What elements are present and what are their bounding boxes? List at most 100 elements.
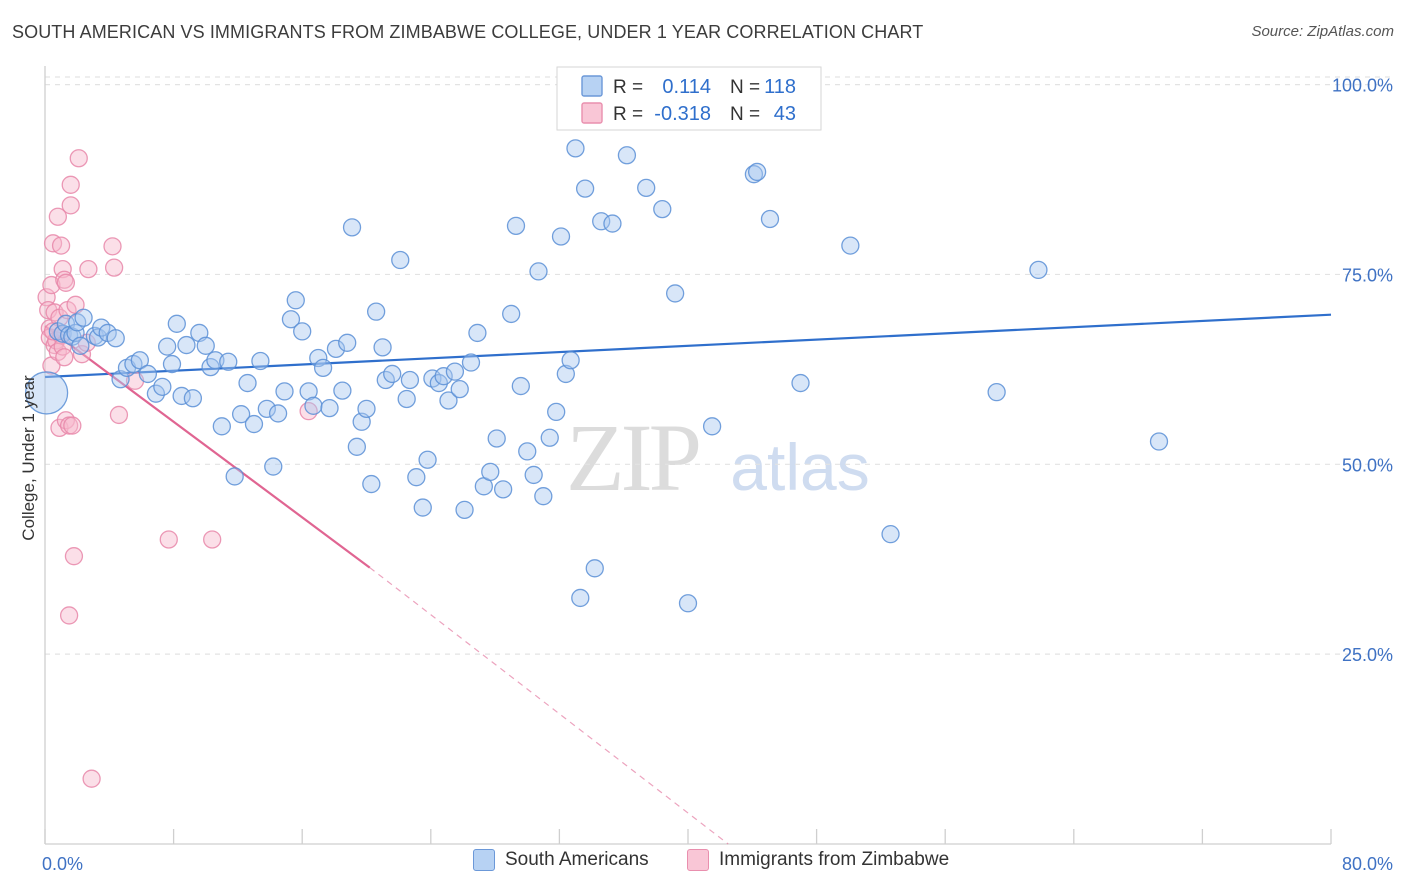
data-point-south-american bbox=[407, 468, 426, 487]
data-point-south-american bbox=[744, 165, 764, 184]
data-point-south-american bbox=[71, 336, 90, 355]
x-tick-label-max: 80.0% bbox=[1342, 854, 1393, 874]
data-point-south-american bbox=[678, 594, 698, 613]
data-point-south-american bbox=[281, 310, 301, 329]
data-point-south-american bbox=[196, 336, 215, 355]
data-point-south-american bbox=[1149, 432, 1169, 451]
data-point-south-american bbox=[172, 386, 191, 406]
n-value: 43 bbox=[774, 103, 796, 125]
data-point-south-american bbox=[88, 328, 108, 347]
data-point-south-american bbox=[561, 351, 580, 370]
legend-swatch-pink bbox=[687, 849, 709, 871]
x-tick-label-min: 0.0% bbox=[42, 854, 83, 874]
data-point-south-american bbox=[106, 329, 125, 348]
legend-item-immigrants-zimbabwe: Immigrants from Zimbabwe bbox=[687, 849, 949, 871]
data-point-south-american bbox=[320, 398, 339, 418]
data-point-south-american bbox=[506, 216, 526, 235]
data-point-south-american bbox=[146, 384, 166, 403]
data-point-zimbabwe bbox=[61, 196, 80, 215]
data-point-zimbabwe bbox=[48, 207, 68, 226]
r-label: R = bbox=[613, 77, 643, 98]
data-point-south-american bbox=[347, 437, 367, 456]
correlation-legend: R = 0.114 N = 118 R = -0.318 N = 43 bbox=[556, 66, 822, 131]
data-point-south-american bbox=[286, 291, 305, 310]
data-point-south-american bbox=[747, 162, 767, 182]
data-point-south-american bbox=[24, 371, 69, 415]
data-point-south-american bbox=[397, 389, 416, 409]
data-point-south-american bbox=[556, 364, 575, 384]
data-point-south-american bbox=[551, 227, 571, 246]
data-point-south-american bbox=[439, 391, 458, 410]
data-point-south-american bbox=[162, 354, 182, 374]
r-value: -0.318 bbox=[654, 103, 711, 125]
data-point-south-american bbox=[450, 379, 469, 399]
data-point-south-american bbox=[362, 474, 381, 494]
data-point-south-american bbox=[309, 348, 328, 368]
data-point-south-american bbox=[299, 382, 318, 401]
data-point-south-american bbox=[391, 250, 410, 270]
data-point-south-american bbox=[455, 500, 474, 520]
trend-line-zimbabwe bbox=[44, 325, 371, 569]
n-label: N = bbox=[730, 77, 760, 98]
data-point-zimbabwe bbox=[56, 273, 76, 292]
data-point-south-american bbox=[313, 358, 333, 378]
data-point-south-american bbox=[400, 370, 420, 390]
data-point-south-american bbox=[566, 139, 585, 158]
data-points bbox=[24, 139, 1169, 788]
data-point-south-american bbox=[293, 322, 312, 341]
data-point-zimbabwe bbox=[63, 416, 82, 435]
data-point-south-american bbox=[791, 373, 810, 393]
data-point-south-american bbox=[383, 364, 402, 384]
tick-labels: 25.0% 50.0% 75.0% 100.0% 0.0% 80.0% bbox=[42, 76, 1393, 874]
data-point-south-american bbox=[111, 370, 130, 389]
legend-box-swatch bbox=[581, 75, 603, 97]
data-point-south-american bbox=[529, 262, 548, 281]
chart-source: Source: ZipAtlas.com bbox=[1251, 23, 1394, 40]
data-point-south-american bbox=[1029, 260, 1048, 280]
r-label: R = bbox=[613, 104, 643, 125]
data-point-south-american bbox=[468, 323, 487, 343]
data-point-south-american bbox=[493, 480, 513, 499]
data-point-south-american bbox=[138, 364, 158, 384]
data-point-south-american bbox=[637, 178, 656, 198]
data-point-zimbabwe bbox=[79, 259, 98, 279]
data-point-south-american bbox=[183, 389, 203, 408]
n-label: N = bbox=[730, 104, 760, 125]
data-point-zimbabwe bbox=[64, 547, 84, 566]
data-point-south-american bbox=[357, 399, 376, 419]
data-point-south-american bbox=[603, 214, 622, 233]
data-point-south-american bbox=[264, 457, 283, 476]
data-point-south-american bbox=[333, 381, 352, 400]
data-point-south-american bbox=[251, 351, 270, 371]
data-point-south-american bbox=[268, 404, 288, 423]
data-point-south-american bbox=[760, 209, 780, 229]
y-axis-label: College, Under 1 year bbox=[19, 375, 38, 541]
data-point-zimbabwe bbox=[82, 769, 101, 788]
data-point-south-american bbox=[524, 465, 543, 485]
data-point-south-american bbox=[502, 304, 521, 324]
data-point-zimbabwe bbox=[203, 530, 222, 549]
data-point-south-american bbox=[461, 353, 481, 372]
data-point-south-american bbox=[338, 333, 357, 352]
data-point-zimbabwe bbox=[59, 606, 79, 625]
r-value: 0.114 bbox=[662, 76, 711, 98]
data-point-south-american bbox=[413, 498, 432, 517]
data-point-south-american bbox=[665, 284, 685, 303]
trend-lines bbox=[44, 313, 1332, 845]
data-point-south-american bbox=[547, 402, 566, 422]
trend-line-zimbabwe-extension bbox=[369, 567, 729, 845]
data-point-south-american bbox=[342, 218, 362, 237]
data-point-south-american bbox=[326, 339, 346, 359]
data-point-south-american bbox=[74, 308, 93, 327]
data-point-south-american bbox=[231, 405, 251, 424]
data-point-zimbabwe bbox=[104, 258, 124, 277]
data-point-zimbabwe bbox=[109, 405, 129, 425]
data-point-south-american bbox=[212, 417, 231, 436]
axes bbox=[44, 66, 1332, 845]
data-point-south-american bbox=[585, 559, 604, 578]
data-point-zimbabwe bbox=[55, 348, 74, 367]
chart-title: SOUTH AMERICAN VS IMMIGRANTS FROM ZIMBAB… bbox=[12, 22, 924, 42]
data-point-south-american bbox=[987, 383, 1006, 402]
legend-label-south-americans: South Americans bbox=[505, 849, 649, 870]
